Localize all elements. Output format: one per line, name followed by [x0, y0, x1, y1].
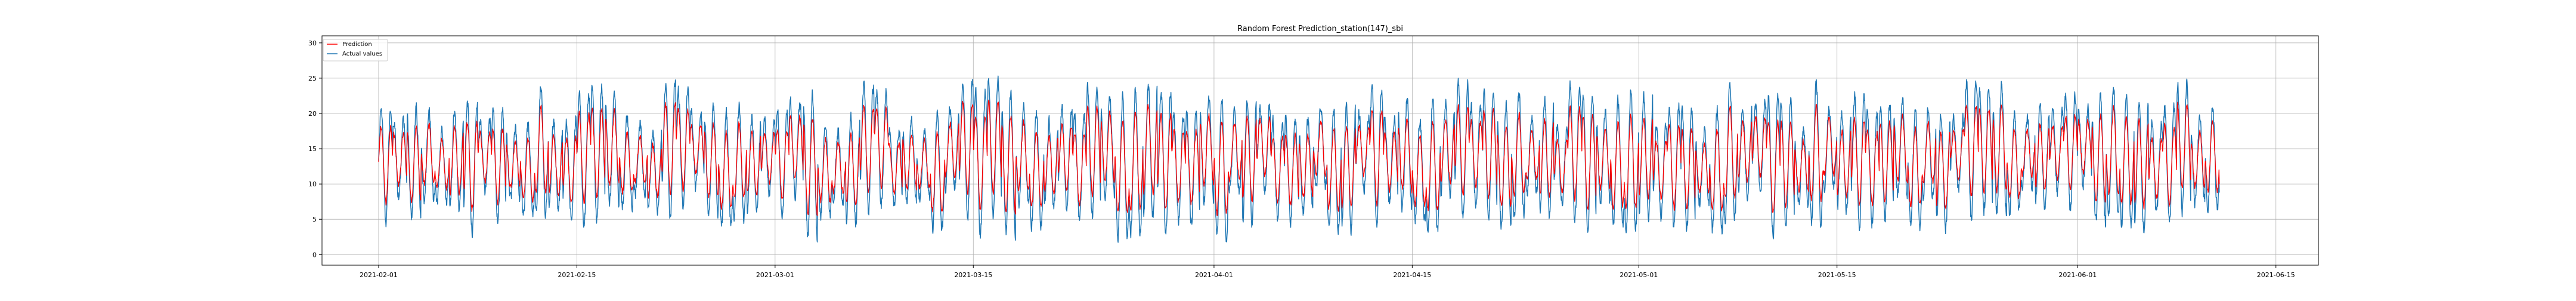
plot-frame — [321, 35, 2319, 266]
axes: 2021-02-01 2021-02-15 2021-03-01 2021-03-15… — [308, 39, 2295, 279]
y-tick-label: 0 — [312, 251, 317, 259]
series-line-prediction — [378, 99, 2220, 216]
legend: Prediction Actual values — [323, 39, 388, 62]
x-tick-label: 2021-02-01 — [360, 271, 398, 279]
x-tick-label: 2021-06-01 — [2058, 271, 2097, 279]
legend-label-actual: Actual values — [342, 51, 382, 57]
x-tick-label: 2021-04-15 — [1393, 271, 1431, 279]
x-tick-label: 2021-05-15 — [1818, 271, 1856, 279]
grid — [322, 36, 2318, 265]
x-tick-label: 2021-04-01 — [1195, 271, 1233, 279]
y-tick-label: 10 — [308, 180, 317, 188]
y-tick-label: 5 — [312, 216, 317, 223]
series-layer — [378, 75, 2220, 243]
chart-title: Random Forest Prediction_station(147)_sb… — [1237, 24, 1403, 33]
y-tick-label: 15 — [308, 145, 317, 153]
legend-box — [323, 39, 388, 62]
x-tick-label: 2021-03-15 — [954, 271, 992, 279]
x-tick-label: 2021-06-15 — [2257, 271, 2295, 279]
x-tick-label: 2021-02-15 — [558, 271, 596, 279]
x-tick-label: 2021-05-01 — [1620, 271, 1658, 279]
y-tick-label: 30 — [308, 39, 317, 47]
y-tick-label: 25 — [308, 75, 317, 82]
x-tick-label: 2021-03-01 — [756, 271, 794, 279]
legend-label-prediction: Prediction — [342, 41, 372, 48]
y-tick-label: 20 — [308, 110, 317, 118]
